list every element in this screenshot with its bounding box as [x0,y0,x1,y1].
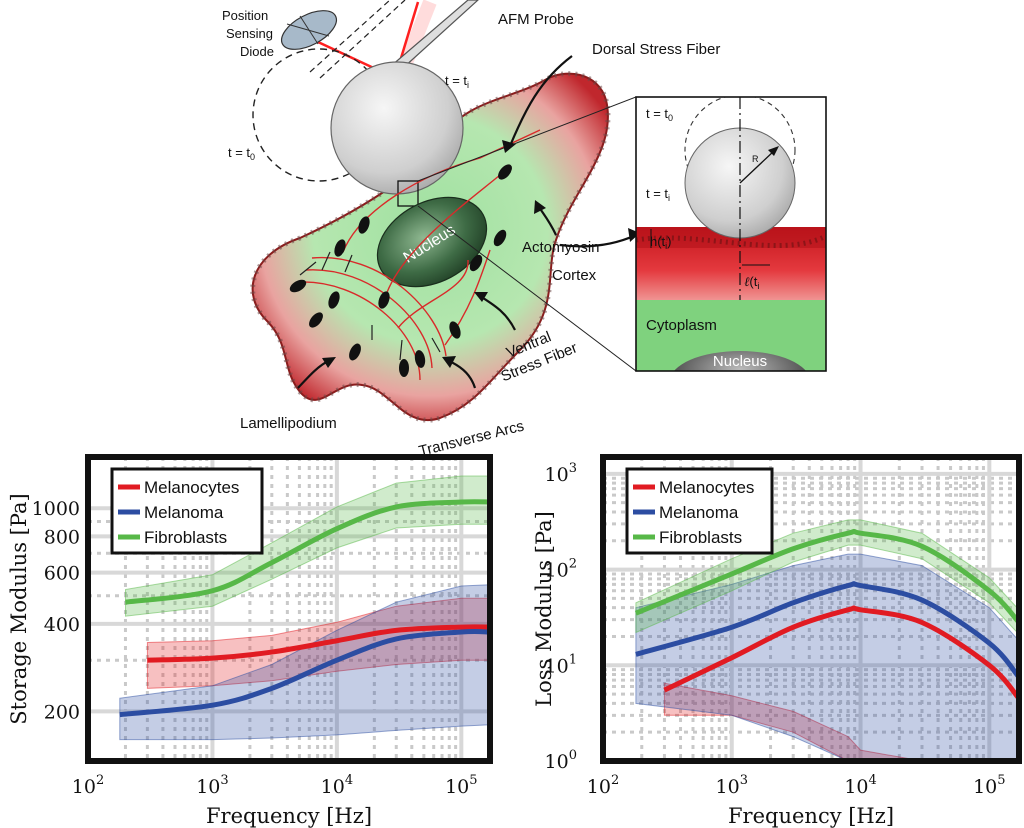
plot-frame [85,454,493,764]
legend-label-fibroblasts: Fibroblasts [659,528,742,547]
inset-label-radius: R [752,154,759,164]
series-line-melanocytes [147,624,490,663]
label-dorsal-stress-fiber: Dorsal Stress Fiber [592,41,720,58]
x-tick-label: 103 [196,773,228,798]
inset-label-cytoplasm: Cytoplasm [646,317,717,334]
series-line-melanocytes [663,605,1019,701]
afm-sphere [330,61,464,195]
plot-area [634,519,1019,761]
legend-label-melanocytes: Melanocytes [659,478,754,497]
y-axis-label: Loss Modulus [Pa] [532,511,556,707]
series-line-melanoma [119,629,490,718]
legend-label-melanocytes: Melanocytes [144,478,239,497]
label-afm-probe: AFM Probe [498,11,574,28]
y-tick-label: 102 [545,557,577,582]
x-tick-label: 102 [72,773,104,798]
fiber-ticks [299,251,441,361]
y-tick-label: 101 [545,652,577,677]
inset-label-l: ℓ(ti [744,274,759,291]
y-tick-label: 103 [545,461,577,486]
label-lamellipodium: Lamellipodium [240,415,337,432]
series-line-melanoma [635,581,1019,679]
label-transverse-arcs: Transverse Arcs [417,418,526,461]
x-tick-label: 104 [321,773,353,798]
label-actomyosin-cortex: Actomyosin Cortex [522,239,604,284]
inset-label-ti: t = ti [646,186,670,203]
y-tick-label: 400 [44,614,80,636]
x-axis-label: Frequency [Hz] [728,804,894,828]
inset-panel: t = t0 t = ti R h(ti) ℓ(ti Cytoplasm Nuc… [635,96,827,372]
loss-modulus-chart: 102 103 104 105 100 101 102 103 Frequency [Hz] Lo… [532,454,1022,828]
nucleus [376,196,488,288]
inset-label-nucleus: Nucleus [713,353,767,370]
y-axis-label: Storage Modulus [Pa] [7,493,31,724]
plot-frame [600,454,1022,764]
series-line-fibroblasts [125,499,490,605]
y-tick-label: 600 [44,563,80,585]
storage-modulus-chart: 102 103 104 105 200 400 600 800 1000 Frequency [H… [7,454,493,828]
x-axis-label: Frequency [Hz] [206,804,372,828]
inset-label-t0: t = t0 [646,106,673,123]
series-line-fibroblasts [634,528,1019,625]
band-melanoma [119,584,490,741]
plot-area [119,475,490,741]
x-tick-label: 102 [587,773,619,798]
label-t-0: t = t0 [228,145,255,162]
band-melanoma [635,553,1019,761]
y-tick-label: 800 [44,526,80,548]
label-t-i: t = ti [445,73,469,90]
focal-adhesions [289,164,512,377]
x-tick-label: 103 [716,773,748,798]
legend-label-fibroblasts: Fibroblasts [144,528,227,547]
cell-illustration: Nucleus [222,0,720,460]
inset-label-h: h(ti) [650,234,672,251]
x-tick-label: 105 [973,773,1005,798]
label-position-sensing-diode: Position Sensing Diode [222,8,277,59]
legend-label-melanoma: Melanoma [144,503,224,522]
y-tick-label: 1000 [32,498,80,520]
x-tick-label: 105 [445,773,477,798]
band-melanocytes [663,682,1019,761]
x-tick-label: 104 [844,773,876,798]
inset-nucleus [674,351,806,371]
legend-label-melanoma: Melanoma [659,503,739,522]
y-tick-label: 200 [44,701,80,723]
y-tick-label: 100 [545,748,577,773]
